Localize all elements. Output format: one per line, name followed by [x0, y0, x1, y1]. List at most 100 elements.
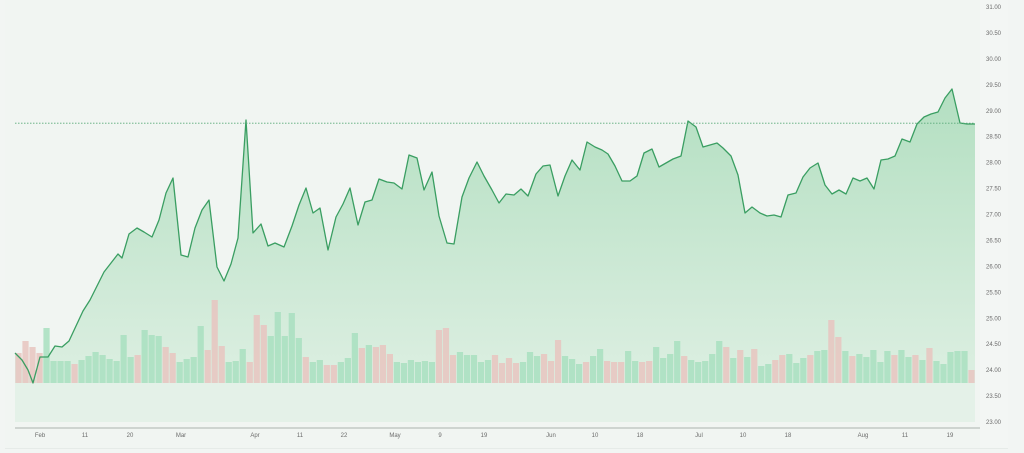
y-tick-label: 30.00 [986, 57, 1002, 63]
volume-bar [912, 355, 919, 383]
x-tick-label: Jun [546, 433, 556, 439]
volume-bar [491, 355, 499, 383]
volume-bar [29, 347, 36, 383]
x-tick-label: May [389, 433, 400, 439]
volume-bar [288, 313, 295, 383]
y-tick-label: 24.50 [986, 342, 1002, 348]
volume-bar [772, 360, 779, 383]
volume-bar [218, 346, 225, 383]
volume-bar [625, 351, 632, 383]
volume-bar [477, 362, 485, 383]
x-tick-label: 9 [438, 433, 442, 439]
volume-bar [470, 355, 478, 383]
volume-bar [856, 354, 863, 383]
volume-bar [561, 356, 569, 383]
volume-bar [484, 360, 492, 383]
volume-bar [611, 362, 618, 383]
volume-bar [758, 366, 765, 383]
volume-bar [744, 357, 751, 383]
volume-bar [15, 353, 22, 383]
x-tick-label: 20 [127, 433, 134, 439]
volume-bar [302, 357, 309, 383]
volume-bar [386, 354, 393, 383]
y-axis[interactable]: 31.00 30.50 30.00 29.50 29.00 28.50 28.00 27.50… [980, 0, 1008, 448]
volume-bar [716, 341, 723, 383]
volume-bar [155, 336, 162, 383]
volume-bar [821, 350, 828, 383]
volume-bar [260, 325, 267, 383]
volume-bar [954, 351, 961, 383]
volume-bar [653, 347, 660, 383]
volume-bar [674, 341, 681, 383]
y-tick-label: 28.00 [986, 161, 1002, 167]
volume-bar [597, 349, 604, 383]
volume-bar [442, 328, 450, 383]
volume-bar [870, 350, 877, 383]
volume-bar [365, 345, 372, 383]
volume-bar [421, 361, 429, 383]
volume-bar [554, 340, 562, 383]
y-tick-label: 27.00 [986, 213, 1002, 219]
volume-bar [330, 365, 337, 383]
volume-bar [407, 360, 415, 383]
x-tick-label: 18 [637, 433, 644, 439]
volume-bar [85, 356, 92, 383]
x-tick-label: Mar [176, 433, 186, 439]
volume-bar [183, 359, 190, 383]
volume-bar [169, 353, 176, 383]
volume-bar [891, 355, 898, 383]
volume-bar [400, 363, 408, 383]
volume-bar [835, 337, 842, 383]
volume-bar [632, 361, 639, 383]
volume-bar [225, 362, 232, 383]
volume-bar [449, 355, 457, 383]
volume-bar [316, 360, 323, 383]
volume-bar [842, 351, 849, 383]
volume-bar [463, 355, 471, 383]
volume-bar [344, 358, 351, 383]
volume-bar [36, 353, 43, 383]
volume-bar [702, 361, 709, 383]
volume-bar [197, 326, 204, 383]
x-tick-label: Feb [35, 433, 46, 439]
volume-bar [127, 357, 134, 383]
volume-bar [533, 356, 541, 383]
volume-bar [204, 350, 211, 383]
volume-bar [681, 356, 688, 383]
volume-bar [50, 361, 57, 383]
y-tick-label: 29.50 [986, 83, 1002, 89]
volume-bar [723, 347, 730, 383]
volume-bar [295, 338, 302, 383]
volume-bar [814, 351, 821, 383]
y-tick-label: 29.00 [986, 109, 1002, 115]
volume-bar [309, 362, 316, 383]
volume-bar [253, 315, 260, 383]
volume-bar [120, 335, 127, 383]
y-tick-label: 23.00 [986, 420, 1002, 426]
volume-bar [134, 355, 141, 383]
volume-bar [337, 362, 344, 383]
volume-bar [428, 362, 436, 383]
volume-bar [898, 350, 905, 383]
volume-bar [604, 361, 611, 383]
x-tick-label: Jul [695, 433, 703, 439]
volume-bar [176, 362, 183, 383]
volume-bar [919, 360, 926, 383]
volume-bar [106, 359, 113, 383]
volume-bar [877, 362, 884, 383]
volume-bar [575, 364, 583, 383]
volume-bar [688, 360, 695, 383]
volume-bar [323, 365, 330, 383]
volume-bar [590, 356, 597, 383]
volume-bar [737, 350, 744, 383]
price-line [14, 88, 975, 384]
volume-bar [709, 354, 716, 383]
x-axis: Feb 11 20 Mar Apr 11 22 May 9 19 Jun 10 18 Jul 10 18 Aug… [15, 427, 980, 439]
volume-bar [71, 364, 78, 383]
volume-bar [232, 361, 239, 383]
volume-bar [646, 361, 653, 383]
x-tick-label: 11 [297, 433, 304, 439]
volume-bar [582, 362, 590, 383]
